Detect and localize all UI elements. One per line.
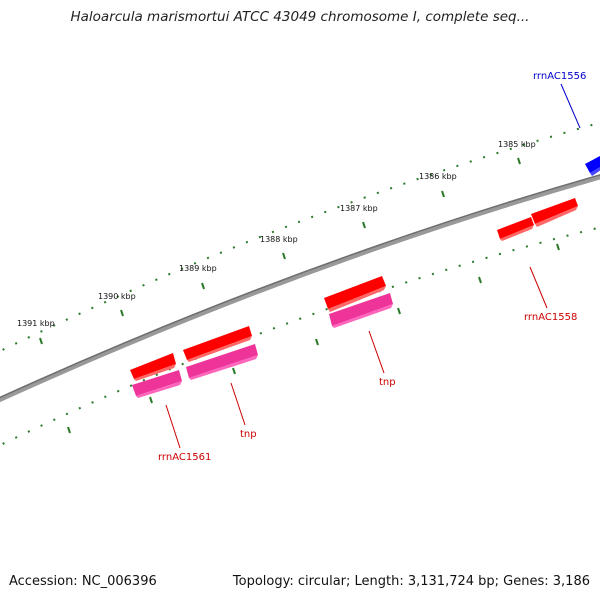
leader-tnp-middle (368, 330, 385, 374)
feature-cds-shade (332, 304, 393, 328)
major-tick (517, 157, 521, 165)
accession-text: Accession: NC_006396 (9, 574, 157, 589)
feature-rrnAC1556[interactable] (585, 156, 600, 173)
inner-major-tick (232, 367, 236, 375)
feature-gene-shade (535, 206, 578, 227)
inner-major-tick (67, 426, 71, 434)
label-rrnAC1561[interactable]: rrnAC1561 (158, 452, 211, 463)
feature-gene-shade (328, 286, 386, 312)
gene-products (132, 293, 393, 398)
scale-label: 1389 kbp (179, 264, 217, 273)
inner-major-tick (149, 396, 153, 404)
major-tick (201, 282, 205, 290)
inner-major-tick (556, 243, 560, 251)
major-tick (441, 190, 445, 198)
feature-gene-shade (500, 225, 534, 241)
feature-gene[interactable] (497, 217, 534, 239)
feature-gene-tnp[interactable] (324, 276, 386, 309)
scale-label: 1385 kbp (498, 140, 536, 149)
feature-gene-shade (187, 336, 252, 362)
leader-tnp-left (230, 382, 246, 426)
scale-label: 1386 kbp (419, 172, 457, 181)
label-rrnAC1558[interactable]: rrnAC1558 (524, 312, 577, 323)
feature-cds-tnp[interactable] (329, 293, 393, 326)
chromosome-backbone-shade (0, 174, 600, 399)
feature-gene-shade (134, 364, 176, 381)
inner-major-tick (478, 276, 482, 284)
scale-label: 1391 kbp (17, 319, 55, 328)
feature-gene[interactable] (130, 353, 176, 379)
forward-features (130, 156, 600, 381)
scale-label: 1390 kbp (98, 292, 136, 301)
outer-scale: 1391 kbp 1390 kbp 1389 kbp 1388 kbp 1387… (0, 121, 600, 353)
inner-minor-ticks (0, 226, 600, 447)
leader-rrnAC1558 (529, 266, 548, 309)
major-tick (282, 252, 286, 260)
feature-cds-shade (189, 355, 258, 380)
leader-rrnAC1556 (560, 83, 581, 129)
map-title: Haloarcula marismortui ATCC 43049 chromo… (70, 9, 530, 25)
major-tick (39, 337, 43, 345)
inner-major-tick (397, 307, 401, 315)
inner-scale (0, 226, 600, 447)
leader-rrnAC1561 (165, 404, 181, 449)
scale-label: 1388 kbp (260, 235, 298, 244)
topology-summary: Topology: circular; Length: 3,131,724 bp… (232, 574, 590, 589)
major-tick (120, 309, 124, 317)
label-tnp-left[interactable]: tnp (240, 429, 257, 440)
feature-gene-tnp[interactable] (183, 326, 252, 360)
feature-rrnAC1556-shade (590, 167, 600, 176)
feature-cds-tnp[interactable] (186, 344, 258, 378)
major-tick (362, 221, 366, 229)
label-rrnAC1556[interactable]: rrnAC1556 (533, 71, 586, 82)
label-tnp-middle[interactable]: tnp (379, 377, 396, 388)
scale-label: 1387 kbp (340, 204, 378, 213)
feature-gene[interactable] (531, 198, 578, 224)
inner-major-tick (315, 338, 319, 346)
chromosome-backbone (0, 174, 600, 403)
outer-minor-ticks (0, 121, 600, 353)
feature-cds-shade (136, 381, 182, 398)
feature-cds[interactable] (132, 370, 182, 396)
